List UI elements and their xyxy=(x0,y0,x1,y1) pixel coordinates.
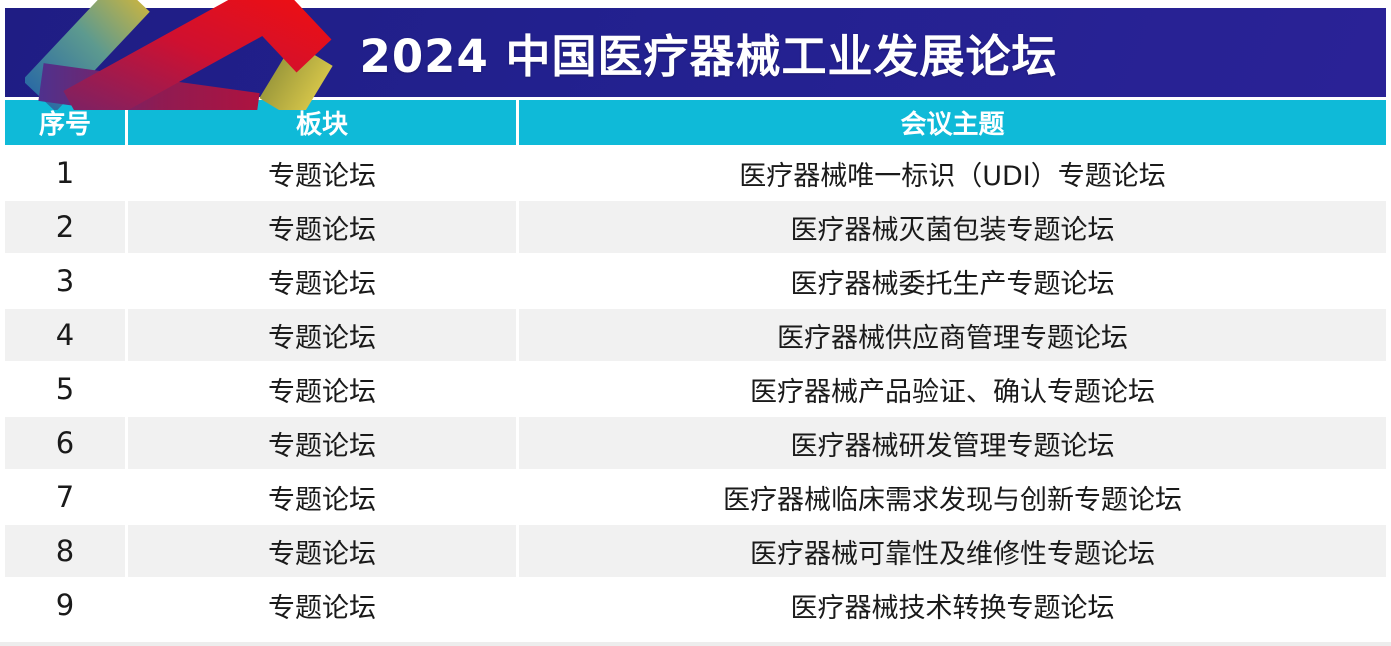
row-topic-cell: 医疗器械临床需求发现与创新专题论坛 xyxy=(519,471,1386,523)
column-header-section: 板块 xyxy=(128,100,516,145)
row-section-cell: 专题论坛 xyxy=(128,309,516,361)
row-topic-cell: 医疗器械研发管理专题论坛 xyxy=(519,417,1386,469)
table-row: 8 专题论坛 医疗器械可靠性及维修性专题论坛 xyxy=(5,525,1386,577)
column-header-no: 序号 xyxy=(5,100,125,145)
row-number-cell: 5 xyxy=(5,363,125,415)
column-header-topic: 会议主题 xyxy=(519,100,1386,145)
row-number-cell: 6 xyxy=(5,417,125,469)
row-section-cell: 专题论坛 xyxy=(128,525,516,577)
ribbon-logo-icon xyxy=(25,0,333,110)
row-section-cell: 专题论坛 xyxy=(128,471,516,523)
row-topic-cell: 医疗器械产品验证、确认专题论坛 xyxy=(519,363,1386,415)
row-section-cell: 专题论坛 xyxy=(128,363,516,415)
table-row: 3 专题论坛 医疗器械委托生产专题论坛 xyxy=(5,255,1386,307)
table-header-row: 序号 板块 会议主题 xyxy=(5,100,1386,145)
row-number-cell: 2 xyxy=(5,201,125,253)
table-row: 1 专题论坛 医疗器械唯一标识（UDI）专题论坛 xyxy=(5,147,1386,199)
bottom-divider xyxy=(0,642,1391,646)
row-number-cell: 3 xyxy=(5,255,125,307)
banner: 2024 中国医疗器械工业发展论坛 xyxy=(5,0,1386,110)
row-topic-cell: 医疗器械委托生产专题论坛 xyxy=(519,255,1386,307)
table-row: 9 专题论坛 医疗器械技术转换专题论坛 xyxy=(5,579,1386,631)
row-section-cell: 专题论坛 xyxy=(128,417,516,469)
row-number-cell: 8 xyxy=(5,525,125,577)
row-topic-cell: 医疗器械供应商管理专题论坛 xyxy=(519,309,1386,361)
row-topic-cell: 医疗器械唯一标识（UDI）专题论坛 xyxy=(519,147,1386,199)
row-section-cell: 专题论坛 xyxy=(128,579,516,631)
row-number-cell: 9 xyxy=(5,579,125,631)
row-number-cell: 4 xyxy=(5,309,125,361)
table-row: 2 专题论坛 医疗器械灭菌包装专题论坛 xyxy=(5,201,1386,253)
page-title: 2024 中国医疗器械工业发展论坛 xyxy=(359,30,1058,83)
row-topic-cell: 医疗器械可靠性及维修性专题论坛 xyxy=(519,525,1386,577)
table-row: 5 专题论坛 医疗器械产品验证、确认专题论坛 xyxy=(5,363,1386,415)
row-section-cell: 专题论坛 xyxy=(128,255,516,307)
row-section-cell: 专题论坛 xyxy=(128,147,516,199)
row-topic-cell: 医疗器械技术转换专题论坛 xyxy=(519,579,1386,631)
table-body: 1 专题论坛 医疗器械唯一标识（UDI）专题论坛 2 专题论坛 医疗器械灭菌包装… xyxy=(5,147,1386,631)
row-number-cell: 7 xyxy=(5,471,125,523)
row-section-cell: 专题论坛 xyxy=(128,201,516,253)
table-row: 7 专题论坛 医疗器械临床需求发现与创新专题论坛 xyxy=(5,471,1386,523)
row-number-cell: 1 xyxy=(5,147,125,199)
row-topic-cell: 医疗器械灭菌包装专题论坛 xyxy=(519,201,1386,253)
table-row: 6 专题论坛 医疗器械研发管理专题论坛 xyxy=(5,417,1386,469)
table-row: 4 专题论坛 医疗器械供应商管理专题论坛 xyxy=(5,309,1386,361)
